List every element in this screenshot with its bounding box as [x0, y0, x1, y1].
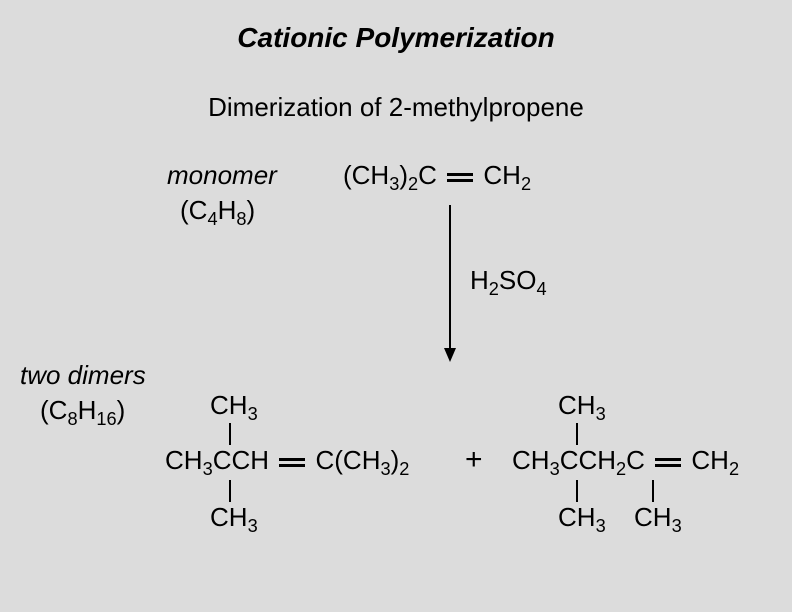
- monomer-formula: (C4H8): [180, 195, 255, 226]
- dimer2-bottom-ch3-2: CH3: [634, 502, 682, 533]
- monomer-structure: (CH3)2C CH2: [343, 160, 531, 191]
- plus-sign: +: [465, 443, 483, 477]
- two-dimers-label: two dimers: [20, 360, 146, 391]
- double-bond-icon: [447, 170, 473, 185]
- reaction-arrow: [449, 205, 451, 350]
- page-title: Cationic Polymerization: [0, 22, 792, 54]
- reagent-label: H2SO4: [470, 265, 547, 296]
- arrow-head-icon: [444, 348, 456, 362]
- bond-line: [652, 480, 654, 502]
- dimer1-top-ch3: CH3: [210, 390, 258, 421]
- dimer2-top-ch3: CH3: [558, 390, 606, 421]
- dimer2-main: CH3CCH2C CH2: [512, 445, 739, 476]
- monomer-label: monomer: [167, 160, 277, 191]
- slide: Cationic Polymerization Dimerization of …: [0, 0, 792, 612]
- page-subtitle: Dimerization of 2-methylpropene: [0, 92, 792, 123]
- bond-line: [576, 480, 578, 502]
- two-dimers-formula: (C8H16): [40, 395, 125, 426]
- bond-line: [229, 480, 231, 502]
- bond-line: [576, 423, 578, 445]
- dimer1-main: CH3CCH C(CH3)2: [165, 445, 409, 476]
- dimer2-bottom-ch3-1: CH3: [558, 502, 606, 533]
- double-bond-icon: [279, 455, 305, 470]
- dimer1-bottom-ch3: CH3: [210, 502, 258, 533]
- double-bond-icon: [655, 455, 681, 470]
- bond-line: [229, 423, 231, 445]
